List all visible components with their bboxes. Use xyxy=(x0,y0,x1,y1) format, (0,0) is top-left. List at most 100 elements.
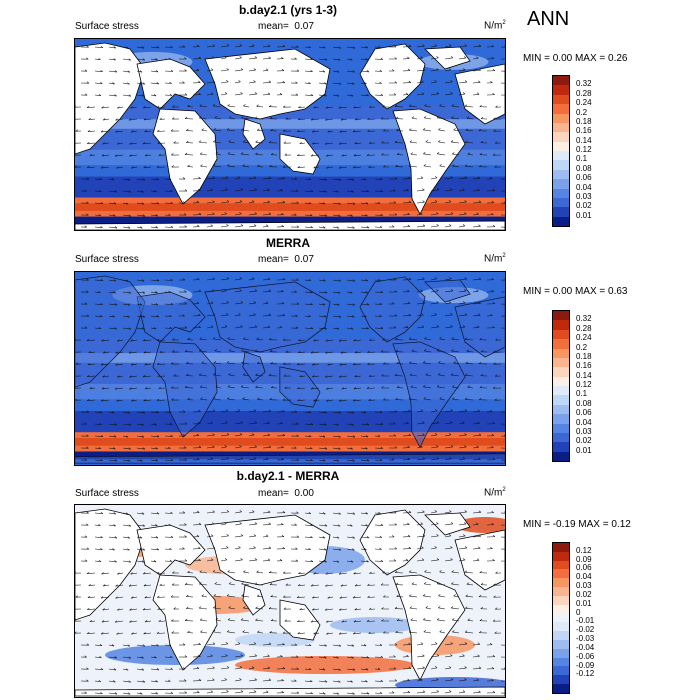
colorbar-swatch xyxy=(553,188,569,198)
colorbar-swatch xyxy=(553,329,569,340)
colorbar-swatch xyxy=(553,122,569,133)
panel-3-field-label: Surface stress xyxy=(75,488,139,499)
colorbar-swatch xyxy=(553,657,569,667)
colorbar-swatch xyxy=(553,423,569,433)
colorbar-tick-label: 0.09 xyxy=(576,554,592,564)
colorbar-tick-label: 0.16 xyxy=(576,361,592,371)
colorbar-tick-label: -0.04 xyxy=(576,642,595,652)
colorbar-swatch xyxy=(553,197,569,208)
colorbar-swatch xyxy=(553,151,569,161)
colorbar-swatch xyxy=(553,631,569,640)
colorbar-swatch xyxy=(553,451,569,461)
colorbar-swatch xyxy=(553,113,569,123)
colorbar-tick-label: 0.28 xyxy=(576,323,592,333)
colorbar-swatch xyxy=(553,395,569,405)
colorbar-swatch xyxy=(553,684,569,693)
colorbar-swatch xyxy=(553,179,569,189)
colorbar-tick-label: -0.06 xyxy=(576,651,595,661)
colorbar-tick-label: 0.06 xyxy=(576,563,592,573)
colorbar-tick-label: -0.09 xyxy=(576,660,595,670)
colorbar-swatch xyxy=(553,622,569,632)
panel-2-units: N/m2 xyxy=(484,253,506,265)
colorbar-swatch xyxy=(553,666,569,676)
panel-2-minmax: MIN = 0.00 MAX = 0.63 xyxy=(523,286,628,297)
colorbar-swatch xyxy=(553,169,569,180)
colorbar-swatch xyxy=(553,560,569,570)
colorbar-tick-label: 0.18 xyxy=(576,116,592,126)
colorbar-tick-label: -0.01 xyxy=(576,616,595,626)
colorbar-swatch xyxy=(553,648,569,658)
colorbar-tick-label: 0.03 xyxy=(576,581,592,591)
colorbar-tick-label: 0.04 xyxy=(576,572,592,582)
colorbar-tick-label: 0.28 xyxy=(576,88,592,98)
colorbar-swatch xyxy=(553,675,569,684)
colorbar-swatch xyxy=(553,376,569,386)
colorbar-tick-label: -0.02 xyxy=(576,625,595,635)
panel-3-title: b.day2.1 - MERRA xyxy=(236,469,340,483)
colorbar-tick-label: 0.04 xyxy=(576,182,592,192)
colorbar-tick-label: 0.2 xyxy=(576,342,588,352)
colorbar-swatch xyxy=(553,132,569,142)
panel-1-map-graphic xyxy=(75,39,505,230)
colorbar-swatch xyxy=(553,367,569,377)
panel-2-title: MERRA xyxy=(266,236,310,250)
panel-1-field-label: Surface stress xyxy=(75,21,139,32)
colorbar-tick-label: 0.1 xyxy=(576,389,588,399)
colorbar-tick-label: 0.24 xyxy=(576,98,592,108)
colorbar-swatch xyxy=(553,311,569,321)
panel-1-title: b.day2.1 (yrs 1-3) xyxy=(238,3,338,17)
colorbar-tick-label: 0.03 xyxy=(576,426,592,436)
panel-1-minmax: MIN = 0.00 MAX = 0.26 xyxy=(523,53,628,64)
colorbar-tick-label: 0.02 xyxy=(576,589,592,599)
colorbar-tick-label: 0.16 xyxy=(576,126,592,136)
colorbar-swatch xyxy=(553,414,569,424)
colorbar-swatch xyxy=(553,141,569,151)
colorbar-tick-label: 0.1 xyxy=(576,154,588,164)
colorbar-tick-label: 0.12 xyxy=(576,145,592,154)
colorbar-tick-label: 0 xyxy=(576,607,581,617)
colorbar-swatch xyxy=(553,216,569,226)
panel-2-map-graphic xyxy=(75,272,505,465)
colorbar-tick-label: -0.12 xyxy=(576,669,595,679)
colorbar-tick-label: 0.02 xyxy=(576,436,592,446)
season-label: ANN xyxy=(527,8,570,30)
colorbar-swatch xyxy=(553,386,569,396)
panel-2-mean: mean= 0.07 xyxy=(258,254,314,265)
colorbar-tick-label: 0.01 xyxy=(576,445,592,455)
colorbar-swatch xyxy=(553,348,569,358)
colorbar-swatch xyxy=(553,587,569,596)
panel-1-map xyxy=(74,38,506,231)
colorbar-swatch xyxy=(553,639,569,649)
colorbar-swatch xyxy=(553,320,569,330)
colorbar-swatch xyxy=(553,578,569,588)
colorbar-tick-label: 0.04 xyxy=(576,417,592,427)
panel-2-colorbar xyxy=(552,310,570,462)
colorbar-tick-label: 0.2 xyxy=(576,107,588,117)
colorbar-swatch xyxy=(553,543,569,552)
colorbar-swatch xyxy=(553,595,569,605)
panel-3-mean: mean= 0.00 xyxy=(258,488,314,499)
panel-1-colorbar-labels: 0.32 0.28 0.24 0.2 0.18 0.16 0.14 0.12 0.1 0.08 0.… xyxy=(576,75,616,227)
colorbar-swatch xyxy=(553,94,569,105)
colorbar-tick-label: 0.03 xyxy=(576,191,592,201)
panel-3-colorbar-labels: 0.12 0.09 0.06 0.04 0.03 0.02 0.01 0 -0.01 -0.02-… xyxy=(576,542,616,694)
panel-1-units: N/m2 xyxy=(484,20,506,32)
colorbar-swatch xyxy=(553,442,569,452)
colorbar-tick-label: 0.06 xyxy=(576,173,592,183)
panel-3-colorbar xyxy=(552,542,570,694)
colorbar-swatch xyxy=(553,104,569,114)
colorbar-tick-label: 0.01 xyxy=(576,598,592,608)
colorbar-swatch xyxy=(553,613,569,623)
colorbar-tick-label: 0.12 xyxy=(576,545,592,555)
colorbar-tick-label: -0.03 xyxy=(576,634,595,644)
colorbar-tick-label: 0.24 xyxy=(576,333,592,343)
colorbar-tick-label: 0.18 xyxy=(576,351,592,361)
colorbar-swatch xyxy=(553,85,569,95)
panel-2-colorbar-labels: 0.32 0.28 0.24 0.2 0.18 0.16 0.14 0.12 0.1 0.08 0.… xyxy=(576,310,616,462)
colorbar-swatch xyxy=(553,207,569,217)
colorbar-tick-label: 0.08 xyxy=(576,163,592,173)
panel-3-units: N/m2 xyxy=(484,487,506,499)
panel-1-colorbar xyxy=(552,75,570,227)
colorbar-tick-label: 0.02 xyxy=(576,201,592,211)
colorbar-tick-label: 0.32 xyxy=(576,79,592,89)
